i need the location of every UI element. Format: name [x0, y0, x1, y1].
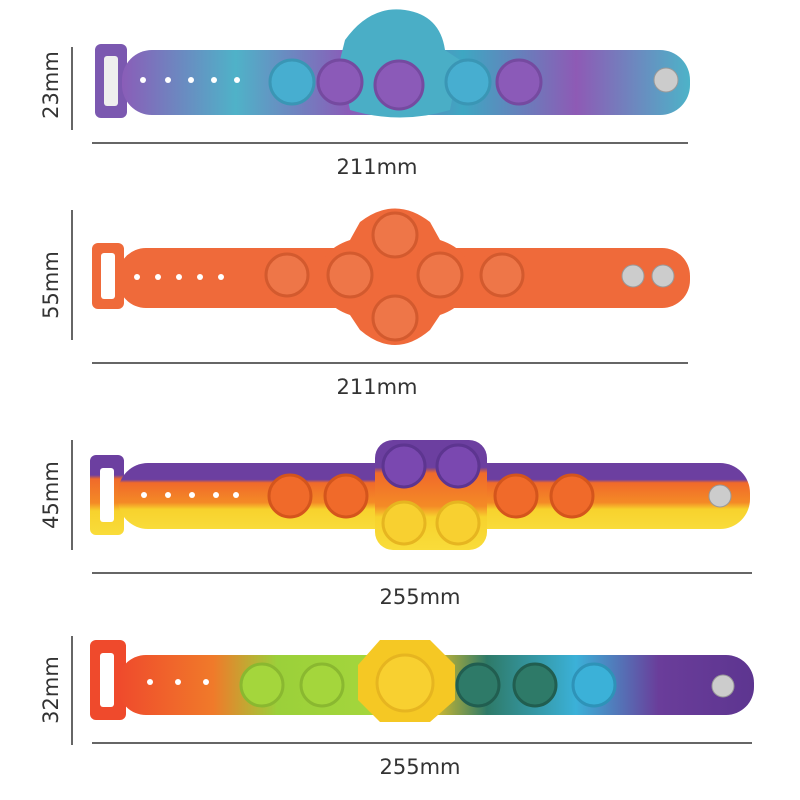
height-label: 55mm — [39, 251, 63, 319]
bracelet-4 — [90, 640, 754, 722]
bracelet-1 — [95, 9, 690, 118]
height-label: 45mm — [39, 461, 63, 529]
dimension-arrows — [71, 47, 752, 745]
height-label: 32mm — [39, 656, 63, 724]
height-label: 23mm — [39, 51, 63, 119]
bracelet-3 — [90, 440, 750, 550]
width-label: 211mm — [337, 375, 418, 399]
width-label: 255mm — [380, 585, 461, 609]
width-label: 211mm — [337, 155, 418, 179]
width-label: 255mm — [380, 755, 461, 779]
bracelet-2 — [92, 208, 690, 345]
